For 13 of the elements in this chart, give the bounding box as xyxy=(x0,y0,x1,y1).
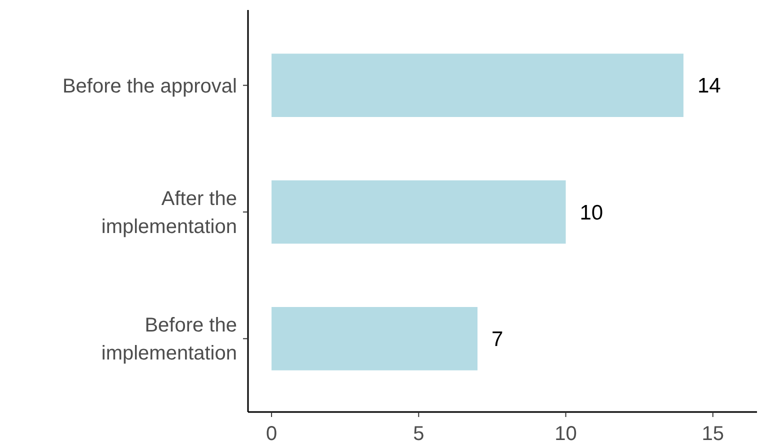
bar xyxy=(272,180,566,244)
x-tick-label: 0 xyxy=(266,423,278,445)
data-label: 14 xyxy=(697,74,722,98)
bar xyxy=(272,307,478,370)
x-tick-label: 15 xyxy=(702,423,724,445)
data-label: 10 xyxy=(580,201,604,224)
y-tick-label: After the implementation xyxy=(101,188,237,238)
y-tick-label: Before the approval xyxy=(62,75,237,98)
bar xyxy=(272,54,684,117)
y-tick-label: Before the implementation xyxy=(101,314,237,365)
data-label: 7 xyxy=(491,328,504,352)
x-tick-label: 5 xyxy=(413,423,424,445)
x-tick-label: 10 xyxy=(554,423,577,445)
